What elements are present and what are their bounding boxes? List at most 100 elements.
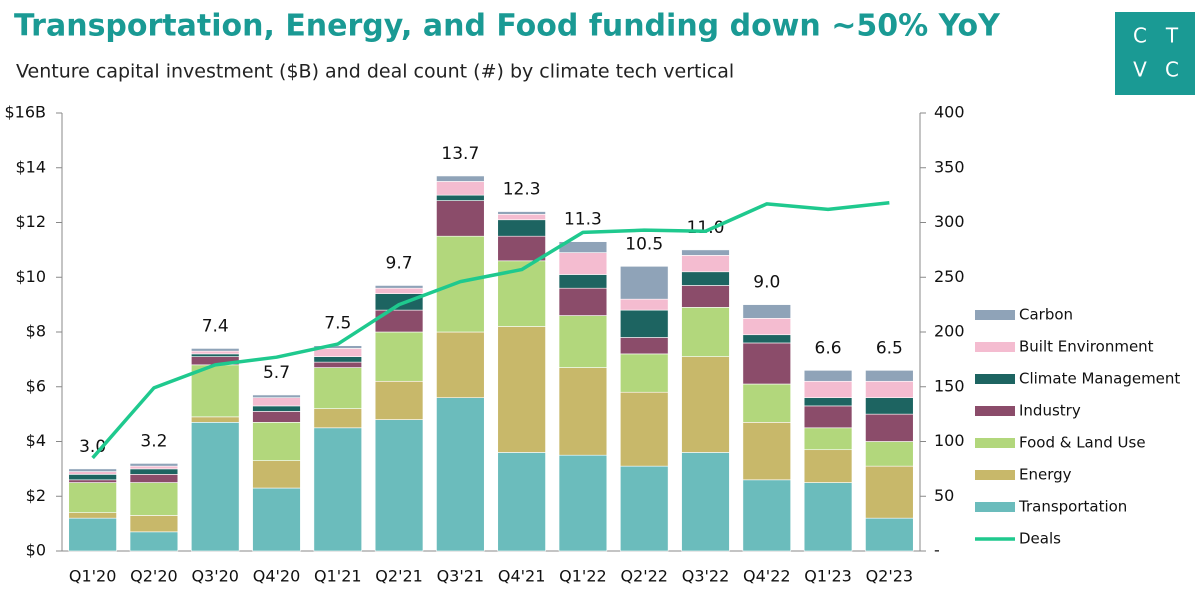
bar-segment [558, 252, 608, 275]
logo-box [1115, 12, 1195, 95]
logo-letter: V [1133, 58, 1147, 82]
y-tick-label: $0 [26, 541, 46, 560]
bar-segment [558, 454, 608, 552]
logo-letter: C [1165, 58, 1179, 82]
bar-segment [620, 353, 669, 393]
bar-segment [252, 394, 301, 398]
bar-segment [865, 380, 914, 398]
y2-tick-label: 50 [934, 486, 954, 505]
total-label: 6.6 [815, 338, 842, 358]
x-tick-label: Q3'21 [437, 567, 485, 586]
x-tick-label: Q3'20 [191, 567, 239, 586]
y2-tick-label: - [934, 541, 940, 560]
bar-segment [313, 427, 362, 552]
x-tick-label: Q1'22 [559, 567, 607, 586]
bar-segment [68, 468, 117, 472]
legend-swatch [975, 470, 1015, 480]
legend-label: Built Environment [1019, 338, 1154, 356]
y2-tick-label: 400 [934, 103, 965, 122]
x-tick-label: Q2'20 [130, 567, 178, 586]
y-tick-label: $2 [26, 486, 46, 505]
bar-segment [191, 422, 240, 552]
bar-segment [620, 265, 669, 300]
x-tick-label: Q3'22 [682, 567, 730, 586]
bar-segment [191, 364, 240, 418]
bar-segment [558, 274, 608, 289]
bar-segment [497, 326, 546, 453]
bar-segment [497, 213, 546, 221]
y-tick-label: $6 [26, 376, 46, 395]
total-label: 5.7 [263, 363, 290, 383]
bar-segment [803, 482, 853, 552]
bar-segment [129, 463, 179, 467]
total-label: 13.7 [441, 144, 479, 164]
bar-segment [497, 219, 546, 237]
bar-segment [803, 370, 853, 382]
bar-segment [681, 249, 730, 256]
chart-subtitle: Venture capital investment ($B) and deal… [16, 61, 734, 83]
bar-segment [497, 235, 546, 262]
legend-swatch [975, 502, 1015, 512]
bar-segment [681, 271, 730, 286]
y2-tick-label: 300 [934, 212, 965, 231]
legend-label: Industry [1019, 402, 1081, 420]
total-label: 11.0 [687, 218, 725, 238]
bar-segment [803, 397, 853, 407]
x-tick-label: Q4'21 [498, 567, 546, 586]
y-tick-label: $4 [26, 431, 46, 450]
bar-segment [129, 531, 179, 552]
legend-swatch [975, 310, 1015, 320]
bar-segment [374, 293, 424, 311]
bar-segment [742, 479, 791, 552]
bar-segment [436, 331, 485, 398]
bar-segment [374, 419, 424, 552]
bar-segment [68, 517, 117, 552]
bar-segment [313, 367, 362, 409]
logo-letter: C [1133, 24, 1147, 48]
total-label: 6.5 [876, 338, 903, 358]
bar-segment [252, 405, 301, 412]
bar-segment [129, 468, 179, 475]
bar-segment [681, 356, 730, 453]
bar-segment [681, 255, 730, 273]
total-label: 10.5 [625, 234, 663, 254]
bar-segment [865, 465, 914, 519]
x-tick-label: Q1'20 [69, 567, 117, 586]
legend-swatch [975, 374, 1015, 384]
bar-segment [374, 287, 424, 294]
bar-segment [620, 391, 669, 467]
bar-segment [681, 307, 730, 357]
bar-segment [620, 337, 669, 355]
bar-segment [252, 422, 301, 461]
bar-segment [436, 200, 485, 237]
y-tick-label: $14 [15, 157, 46, 176]
bar-segment [742, 318, 791, 336]
bar-segment [313, 348, 362, 357]
y2-tick-label: 350 [934, 157, 965, 176]
bar-segment [374, 380, 424, 420]
legend-swatch [975, 342, 1015, 352]
legend-label: Transportation [1018, 498, 1127, 516]
bar-segment [865, 413, 914, 442]
bar-segment [681, 285, 730, 308]
bar-segment [436, 397, 485, 552]
bar-segment [191, 353, 240, 357]
y2-tick-label: 150 [934, 376, 965, 395]
legend-label: Climate Management [1019, 370, 1180, 388]
bar-segment [558, 367, 608, 456]
logo-letter: T [1165, 24, 1179, 48]
bar-segment [436, 181, 485, 196]
legend-label: Energy [1019, 466, 1072, 484]
bar-segment [68, 474, 117, 481]
bar-segment [191, 348, 240, 352]
bar-segment [68, 471, 117, 475]
total-label: 11.3 [564, 210, 602, 230]
bar-segment [68, 512, 117, 519]
bar-segment [558, 287, 608, 316]
bar-segment [252, 487, 301, 552]
legend-swatch [975, 406, 1015, 416]
y2-tick-label: 100 [934, 431, 965, 450]
total-label: 7.5 [324, 314, 351, 334]
